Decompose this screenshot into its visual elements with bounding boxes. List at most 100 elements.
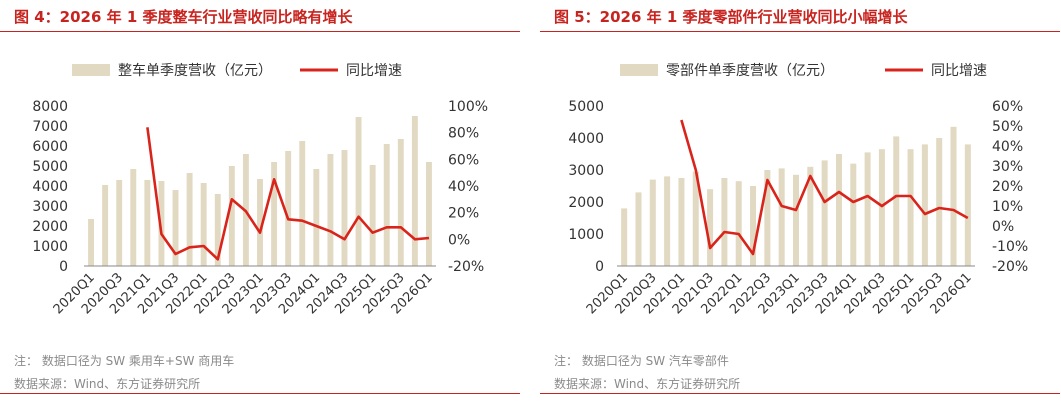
growth-line xyxy=(680,119,969,256)
bar xyxy=(878,149,885,266)
y-left-tick-label: 4000 xyxy=(568,131,604,147)
figure-title: 图 4：2026 年 1 季度整车行业营收同比略有增长 xyxy=(14,8,353,26)
bar xyxy=(893,136,900,266)
bar xyxy=(228,166,235,266)
legend-bar-swatch xyxy=(620,64,658,76)
bar xyxy=(692,171,699,266)
y-left-tick-label: 2000 xyxy=(568,195,604,211)
chart-source: 数据来源：Wind、东方证券研究所 xyxy=(14,377,201,391)
chart-panel-right: 图 5：2026 年 1 季度零部件行业营收同比小幅增长 零部件单季度营收（亿元… xyxy=(540,0,1060,401)
legend-line-label: 同比增速 xyxy=(931,63,987,79)
bar xyxy=(792,174,800,266)
y-left-tick-label: 8000 xyxy=(32,99,68,115)
bar xyxy=(649,179,656,266)
bar xyxy=(313,169,320,266)
y-right-tick-label: -20% xyxy=(448,259,484,275)
growth-line xyxy=(146,127,430,261)
y-right-tick-label: 80% xyxy=(448,126,479,142)
bar xyxy=(964,144,971,266)
bar xyxy=(116,180,123,266)
bar xyxy=(257,179,263,266)
bar xyxy=(764,170,771,266)
y-right-tick-label: 20% xyxy=(992,179,1023,195)
y-left-tick-label: 1000 xyxy=(32,239,68,255)
y-left-tick-label: 1000 xyxy=(568,227,604,243)
bar xyxy=(88,219,94,266)
bar xyxy=(355,117,362,266)
y-right-tick-label: -10% xyxy=(992,239,1028,255)
bar xyxy=(144,180,151,266)
revenue-chart-parts: 零部件单季度营收（亿元） 同比增速 0 1000 2000 3000 4000 5000 -20… xyxy=(568,63,1028,317)
bar xyxy=(621,208,628,266)
y-left-tick-label: 0 xyxy=(59,259,68,275)
bar xyxy=(921,144,928,266)
y-left-tick-label: 6000 xyxy=(32,139,68,155)
bar xyxy=(299,141,306,266)
bar xyxy=(327,154,334,266)
y-right-tick-label: 0% xyxy=(992,219,1014,235)
bar xyxy=(369,165,376,266)
y-right-tick-label: 50% xyxy=(992,119,1023,135)
bar xyxy=(172,190,179,266)
y-right-tick-label: 0% xyxy=(448,232,470,248)
bar xyxy=(750,186,757,266)
y-left-tick-label: 7000 xyxy=(32,119,68,135)
y-right-tick-label: 30% xyxy=(992,159,1023,175)
bar xyxy=(864,152,871,266)
y-left-tick-label: 0 xyxy=(595,259,604,275)
legend-line-label: 同比增速 xyxy=(346,63,402,79)
bar xyxy=(678,178,685,266)
bar xyxy=(186,173,193,266)
bar xyxy=(271,162,278,266)
y-left-tick-label: 3000 xyxy=(32,199,68,215)
bar xyxy=(397,139,404,266)
legend-bar-swatch xyxy=(72,64,110,76)
y-right-tick-label: 40% xyxy=(448,179,479,195)
y-left-tick-label: 3000 xyxy=(568,163,604,179)
bar xyxy=(821,160,828,266)
bottom-divider xyxy=(540,393,1060,394)
bar xyxy=(214,194,221,266)
bar xyxy=(850,163,857,266)
bar xyxy=(936,138,943,266)
title-divider xyxy=(0,31,520,32)
y-left-tick-label: 5000 xyxy=(32,159,68,175)
y-left-tick-label: 5000 xyxy=(568,99,604,115)
bar xyxy=(950,126,957,266)
y-right-tick-label: 40% xyxy=(992,139,1023,155)
title-divider xyxy=(540,31,1060,32)
revenue-chart-vehicles: 整车单季度营收（亿元） 同比增速 0 1000 2000 3000 4000 5000 6000… xyxy=(32,62,488,317)
bar xyxy=(130,169,137,266)
chart-panel-left: 图 4：2026 年 1 季度整车行业营收同比略有增长 整车单季度营收（亿元） 同… xyxy=(0,0,520,401)
legend-bar-label: 整车单季度营收（亿元） xyxy=(118,62,272,79)
bar xyxy=(721,178,728,266)
chart-note: 注： 数据口径为 SW 汽车零部件 xyxy=(554,354,729,368)
y-left-tick-label: 2000 xyxy=(32,219,68,235)
y-right-tick-label: 20% xyxy=(448,206,479,222)
bar xyxy=(341,150,348,266)
bar xyxy=(807,166,814,266)
y-right-tick-label: 10% xyxy=(992,199,1023,215)
bar xyxy=(158,181,165,266)
chart-note: 注： 数据口径为 SW 乘用车+SW 商用车 xyxy=(14,354,235,368)
bar xyxy=(426,162,432,266)
bar xyxy=(907,149,914,266)
bottom-divider xyxy=(0,393,520,394)
bar xyxy=(707,189,714,266)
bar xyxy=(735,181,742,266)
chart-source: 数据来源：Wind、东方证券研究所 xyxy=(554,377,741,391)
bar xyxy=(635,192,642,266)
y-right-tick-label: 100% xyxy=(448,99,488,115)
bar xyxy=(411,116,418,266)
y-right-tick-label: 60% xyxy=(448,152,479,168)
y-right-tick-label: 60% xyxy=(992,99,1023,115)
y-right-tick-label: -20% xyxy=(992,259,1028,275)
bar xyxy=(383,144,390,266)
legend-bar-label: 零部件单季度营收（亿元） xyxy=(666,63,834,79)
y-left-tick-label: 4000 xyxy=(32,179,68,195)
bar xyxy=(285,151,292,266)
bar xyxy=(102,185,109,266)
bar xyxy=(835,154,842,266)
figure-title: 图 5：2026 年 1 季度零部件行业营收同比小幅增长 xyxy=(554,8,908,26)
bar xyxy=(200,183,207,266)
